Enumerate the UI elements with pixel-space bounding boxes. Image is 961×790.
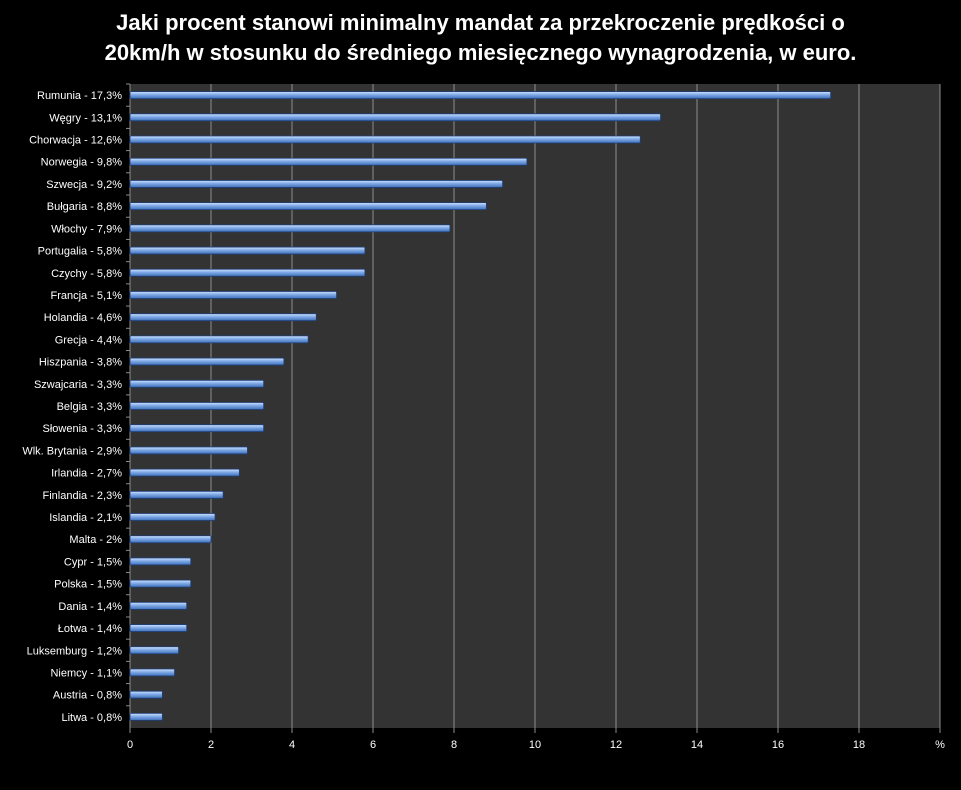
bar [129, 379, 265, 388]
category-label: Malta - 2% [69, 534, 122, 546]
bar [129, 91, 832, 100]
bar [129, 180, 504, 188]
category-label: Łotwa - 1,4% [58, 623, 122, 635]
category-label: Wlk. Brytania - 2,9% [22, 445, 122, 457]
bar [129, 202, 487, 211]
category-label: Bułgaria - 8,8% [47, 201, 122, 213]
bar [129, 335, 309, 344]
category-label: Szwajcaria - 3,3% [34, 379, 122, 391]
bar [129, 601, 188, 610]
bar [129, 712, 163, 721]
bar [129, 646, 179, 655]
category-label: Portugalia - 5,8% [38, 246, 123, 258]
x-tick-label: 4 [289, 739, 295, 751]
x-tick-label: 14 [691, 739, 703, 751]
bar [129, 357, 285, 366]
bar [129, 490, 224, 499]
category-label: Polska - 1,5% [54, 579, 122, 591]
category-label: Cypr - 1,5% [64, 556, 122, 568]
x-tick-label: 10 [529, 739, 541, 751]
category-label: Holandia - 4,6% [44, 312, 122, 324]
x-tick-label: 0 [127, 739, 133, 751]
category-label: Chorwacja - 12,6% [29, 135, 122, 147]
category-label: Niemcy - 1,1% [50, 667, 122, 679]
category-label: Luksemburg - 1,2% [27, 645, 123, 657]
bar [129, 535, 212, 544]
bar [129, 513, 216, 521]
chart-title-line-2: 20km/h w stosunku do średniego miesięczn… [104, 40, 857, 65]
category-label: Słowenia - 3,3% [43, 423, 123, 435]
bar [129, 624, 188, 632]
category-label: Irlandia - 2,7% [51, 468, 122, 480]
x-tick-label: 6 [370, 739, 376, 751]
chart-title: Jaki procent stanowi minimalny mandat za… [0, 8, 961, 68]
category-label: Norwegia - 9,8% [41, 157, 123, 169]
category-label: Włochy - 7,9% [51, 223, 122, 235]
x-tick-label: % [935, 739, 945, 751]
bar [129, 579, 192, 588]
category-label: Hiszpania - 3,8% [39, 357, 122, 369]
category-label: Czychy - 5,8% [51, 268, 122, 280]
bar [129, 157, 528, 166]
x-tick-label: 2 [208, 739, 214, 751]
bar [129, 668, 175, 677]
bar [129, 224, 451, 233]
category-label: Belgia - 3,3% [57, 401, 123, 413]
x-tick-label: 8 [451, 739, 457, 751]
chart-title-line-1: Jaki procent stanowi minimalny mandat za… [116, 10, 845, 35]
category-label: Rumunia - 17,3% [37, 90, 122, 102]
bar [129, 113, 661, 122]
bar [129, 424, 265, 433]
category-label: Islandia - 2,1% [49, 512, 122, 524]
bar [129, 246, 366, 255]
category-label: Grecja - 4,4% [55, 334, 122, 346]
bar [129, 557, 192, 566]
bar [129, 468, 240, 477]
bar [129, 446, 248, 455]
bar [129, 135, 641, 144]
x-tick-label: 16 [772, 739, 784, 751]
category-label: Finlandia - 2,3% [43, 490, 123, 502]
bar [129, 291, 337, 299]
bar [129, 690, 163, 699]
category-label: Austria - 0,8% [53, 690, 122, 702]
bar [129, 402, 265, 410]
category-label: Francja - 5,1% [50, 290, 122, 302]
bar [129, 268, 366, 277]
x-tick-label: 12 [610, 739, 622, 751]
x-tick-label: 18 [853, 739, 865, 751]
category-label: Dania - 1,4% [58, 601, 122, 613]
category-label: Szwecja - 9,2% [46, 179, 122, 191]
category-label: Litwa - 0,8% [61, 712, 122, 724]
category-label: Węgry - 13,1% [49, 112, 122, 124]
bar [129, 313, 317, 322]
